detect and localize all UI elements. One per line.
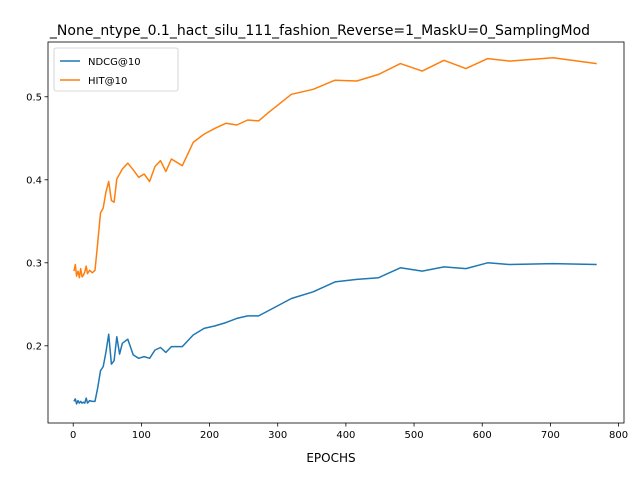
chart-title: _None_ntype_0.1_hact_silu_111_fashion_Re… [49,23,590,39]
x-tick-label: 200 [200,430,219,441]
x-tick-label: 700 [541,430,560,441]
legend-label-1: HIT@10 [88,76,127,87]
x-tick-label: 800 [609,430,628,441]
legend-label-0: NDCG@10 [88,57,141,68]
y-tick-label: 0.2 [26,341,42,352]
y-tick-label: 0.4 [26,175,42,186]
series-line-0 [73,262,597,405]
plot-area: 0 100 200 300 400 500 600 700 800 0.2 0.3 0.4 0.5 NDC… [26,41,628,441]
x-tick-label: 0 [70,430,76,441]
y-tick-label: 0.3 [26,258,42,269]
x-axis-label: EPOCHS [306,451,355,465]
axes-frame [47,41,625,424]
x-tick-label: 100 [132,430,151,441]
x-tick-label: 500 [405,430,424,441]
y-tick-label: 0.5 [26,92,42,103]
legend-box [53,47,179,92]
series-line-1 [73,57,597,279]
x-tick-label: 400 [336,430,355,441]
x-tick-label: 300 [268,430,287,441]
x-tick-label: 600 [473,430,492,441]
